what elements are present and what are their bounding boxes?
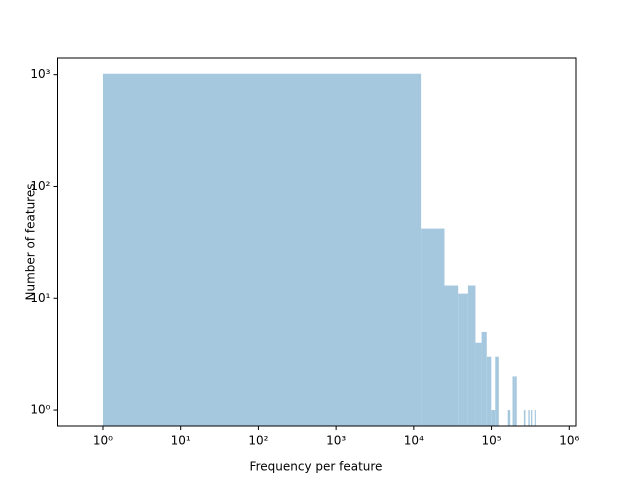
y-tick-label: 10⁰ [30,403,50,417]
bar [523,410,526,426]
x-tick-label: 10⁰ [93,434,113,448]
x-tick-label: 10³ [326,434,346,448]
y-axis-label: Number of features [24,184,38,301]
axes-frame [57,57,577,427]
bar [531,410,533,426]
bar [444,285,459,426]
x-tick-label: 10⁶ [559,434,579,448]
y-tick-label: 10² [30,179,50,193]
bar [528,410,530,426]
x-axis-label: Frequency per feature [250,460,383,474]
bar [512,376,515,426]
bar [507,410,511,426]
x-tick-label: 10⁵ [482,434,502,448]
bar [486,356,492,426]
x-tick-label: 10⁴ [404,434,424,448]
bar [102,73,422,426]
bar [491,410,496,426]
bar [514,376,517,426]
x-tick-label: 10¹ [171,434,191,448]
x-tick-label: 10² [248,434,268,448]
bar [458,293,468,426]
bar [475,342,482,426]
bar [481,331,487,426]
bar [534,410,536,426]
bar [421,228,445,426]
bar [495,356,499,426]
y-tick-label: 10³ [30,67,50,81]
y-tick-label: 10¹ [30,291,50,305]
bar [467,285,476,426]
